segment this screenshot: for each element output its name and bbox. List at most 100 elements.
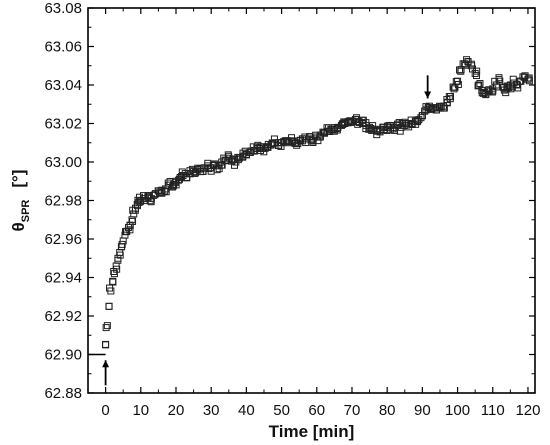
y-tick-label: 63.00 xyxy=(44,154,82,171)
data-point xyxy=(161,187,169,195)
y-axis-subscript: SPR xyxy=(20,200,32,223)
data-point xyxy=(109,278,117,286)
data-point xyxy=(139,192,147,200)
data-point xyxy=(428,105,436,113)
data-point xyxy=(280,138,288,146)
y-tick-label: 62.94 xyxy=(44,270,82,287)
data-point xyxy=(525,74,533,82)
data-point xyxy=(474,82,482,90)
data-point xyxy=(484,87,492,95)
data-point xyxy=(369,122,377,130)
data-point xyxy=(293,141,301,149)
data-point xyxy=(467,60,475,68)
data-points xyxy=(102,56,533,349)
data-point xyxy=(508,83,516,91)
data-point xyxy=(456,66,464,74)
data-point xyxy=(514,84,522,92)
data-point xyxy=(135,198,143,206)
data-point xyxy=(396,127,404,135)
data-point xyxy=(457,66,465,74)
x-tick-label: 0 xyxy=(101,402,109,419)
data-point xyxy=(417,114,425,122)
data-point xyxy=(403,121,411,129)
data-point xyxy=(505,83,513,91)
data-point xyxy=(457,67,465,75)
data-point xyxy=(260,148,268,156)
y-tick-label: 63.06 xyxy=(44,39,82,56)
x-tick-label: 10 xyxy=(132,402,149,419)
data-point xyxy=(234,153,242,161)
x-tick-label: 100 xyxy=(445,402,470,419)
data-point xyxy=(118,240,126,248)
data-point xyxy=(162,188,170,196)
data-point xyxy=(114,256,122,264)
data-point xyxy=(485,86,493,94)
x-tick-label: 60 xyxy=(308,402,325,419)
x-tick-label: 30 xyxy=(203,402,220,419)
annotation-arrows xyxy=(102,75,432,386)
y-axis-label: θSPR [°] xyxy=(9,170,32,232)
data-point xyxy=(124,223,132,231)
data-point xyxy=(309,139,317,147)
y-tick-label: 62.90 xyxy=(44,347,82,364)
arrow-up-icon xyxy=(102,360,110,368)
data-point xyxy=(454,80,462,88)
data-point xyxy=(231,161,239,169)
data-point xyxy=(103,322,111,330)
y-axis-symbol: θ xyxy=(9,222,28,231)
data-point xyxy=(105,302,113,310)
data-point xyxy=(116,251,124,259)
x-tick-label: 40 xyxy=(238,402,255,419)
data-point xyxy=(524,75,532,83)
data-point xyxy=(418,112,426,120)
y-tick-label: 63.02 xyxy=(44,116,82,133)
data-point xyxy=(129,217,137,225)
data-point xyxy=(312,131,320,139)
data-point xyxy=(450,85,458,93)
data-point xyxy=(476,80,484,88)
y-tick-label: 62.92 xyxy=(44,308,82,325)
x-tick-label: 80 xyxy=(379,402,396,419)
y-tick-label: 63.04 xyxy=(44,77,82,94)
data-point xyxy=(270,135,278,143)
data-point xyxy=(354,120,362,128)
data-point xyxy=(319,128,327,136)
data-point xyxy=(113,265,121,273)
data-point xyxy=(105,302,113,310)
data-point xyxy=(126,226,134,234)
data-point xyxy=(102,324,110,332)
data-point xyxy=(415,116,423,124)
data-point xyxy=(102,340,110,348)
axis-ticks xyxy=(87,7,535,394)
y-tick-label: 62.98 xyxy=(44,193,82,210)
data-point xyxy=(288,134,296,142)
x-tick-labels: 0 10 20 30 40 50 60 70 80 90 100 110 120 xyxy=(101,402,540,419)
x-tick-label: 90 xyxy=(414,402,431,419)
data-point xyxy=(333,126,341,134)
y-tick-label: 63.08 xyxy=(44,0,82,17)
y-axis-unit: [°] xyxy=(9,170,28,188)
data-point xyxy=(326,128,334,136)
data-point xyxy=(369,125,377,133)
data-point xyxy=(495,75,503,83)
x-tick-label: 70 xyxy=(344,402,361,419)
data-point xyxy=(179,171,187,179)
data-point xyxy=(110,270,118,278)
data-point xyxy=(446,95,454,103)
x-tick-label: 20 xyxy=(168,402,185,419)
data-point xyxy=(249,143,257,151)
y-tick-label: 62.96 xyxy=(44,231,82,248)
arrow-down-icon xyxy=(424,91,432,99)
x-axis-label: Time [min] xyxy=(269,422,355,441)
data-point xyxy=(473,67,481,75)
data-point xyxy=(471,69,479,77)
x-tick-label: 50 xyxy=(273,402,290,419)
x-tick-label: 120 xyxy=(515,402,540,419)
data-point xyxy=(213,166,221,174)
data-point xyxy=(473,72,481,80)
data-point xyxy=(463,56,471,64)
y-tick-labels: 62.88 62.90 62.92 62.94 62.96 62.98 63.00 63.02… xyxy=(44,0,82,402)
data-point xyxy=(344,118,352,126)
data-point xyxy=(126,222,134,230)
